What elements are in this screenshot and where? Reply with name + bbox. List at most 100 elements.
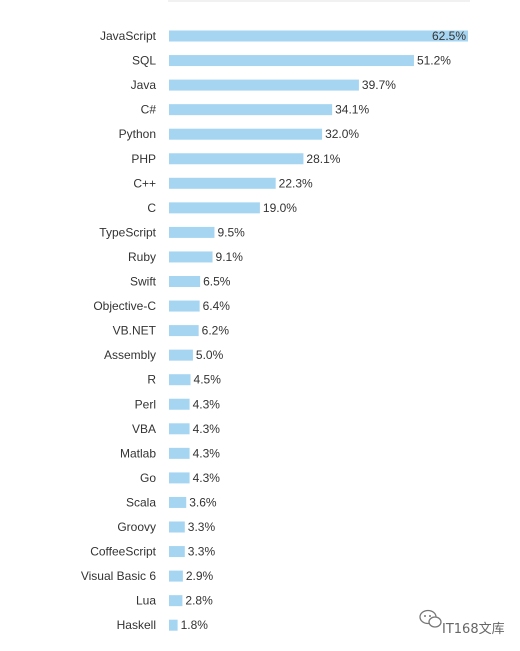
bar xyxy=(169,30,468,42)
chart-marks: JavaScript 62.5% SQL 51.2% Java 39.7% C# 34.1% P… xyxy=(81,29,468,632)
data-label: 6.2% xyxy=(202,324,230,338)
bar xyxy=(169,374,191,386)
bar xyxy=(169,472,190,484)
bar-row: Ruby 9.1% xyxy=(128,250,243,264)
bar xyxy=(169,153,304,165)
bar-row: Lua 2.8% xyxy=(136,594,213,608)
bar-row: C# 34.1% xyxy=(141,103,370,117)
bar-row: R 4.5% xyxy=(147,373,221,387)
bar-row: C 19.0% xyxy=(147,201,297,215)
data-label: 39.7% xyxy=(362,78,396,92)
data-label: 3.6% xyxy=(189,495,217,509)
category-label: C# xyxy=(141,103,157,117)
data-label: 4.3% xyxy=(193,471,221,485)
bar-row: C++ 22.3% xyxy=(133,176,313,190)
bar xyxy=(169,202,260,214)
category-label: Lua xyxy=(136,594,156,608)
category-label: Swift xyxy=(130,275,157,289)
category-label: Scala xyxy=(126,495,156,509)
bar xyxy=(169,55,414,67)
watermark: IT168文库 xyxy=(419,609,505,637)
data-label: 32.0% xyxy=(325,127,359,141)
data-label: 4.3% xyxy=(193,397,221,411)
bar-row: Objective-C 6.4% xyxy=(93,299,230,313)
bar-row: CoffeeScript 3.3% xyxy=(90,545,215,559)
bar-row: Visual Basic 6 2.9% xyxy=(81,569,214,583)
data-label: 22.3% xyxy=(279,176,313,190)
bar xyxy=(169,349,193,361)
bar xyxy=(169,546,185,558)
bar xyxy=(169,398,190,410)
bar xyxy=(169,104,333,116)
category-label: SQL xyxy=(132,54,156,68)
bar xyxy=(169,423,190,435)
category-label: VB.NET xyxy=(113,324,157,338)
bar xyxy=(169,300,200,312)
data-label: 28.1% xyxy=(306,152,340,166)
bar xyxy=(169,496,187,508)
category-label: PHP xyxy=(131,152,156,166)
data-label: 1.8% xyxy=(181,618,209,632)
bar-row: Groovy 3.3% xyxy=(117,520,215,534)
bar-row: Assembly 5.0% xyxy=(104,348,224,362)
bar xyxy=(169,226,215,238)
category-label: R xyxy=(147,373,156,387)
bar-row: VBA 4.3% xyxy=(132,422,220,436)
bar-row: Java 39.7% xyxy=(131,78,397,92)
category-label: Perl xyxy=(135,397,156,411)
data-label: 4.3% xyxy=(193,422,221,436)
wechat-bubble-icon xyxy=(419,609,442,628)
category-label: Java xyxy=(131,78,157,92)
category-label: CoffeeScript xyxy=(90,545,156,559)
bar-row: Python 32.0% xyxy=(119,127,360,141)
data-label: 51.2% xyxy=(417,54,451,68)
bar-row: Matlab 4.3% xyxy=(120,446,220,460)
bar-row: JavaScript 62.5% xyxy=(100,29,468,43)
data-label: 9.1% xyxy=(216,250,244,264)
bar xyxy=(169,251,213,263)
data-label: 34.1% xyxy=(335,103,369,117)
category-label: Matlab xyxy=(120,446,156,460)
bar-row: Swift 6.5% xyxy=(130,275,231,289)
category-label: VBA xyxy=(132,422,156,436)
bar-row: SQL 51.2% xyxy=(132,54,451,68)
data-label: 3.3% xyxy=(188,545,216,559)
bar xyxy=(169,276,201,287)
bar-row: Haskell 1.8% xyxy=(117,618,209,632)
data-label: 2.9% xyxy=(186,569,214,583)
category-label: C xyxy=(147,201,156,215)
watermark-text: IT168文库 xyxy=(442,621,505,637)
category-label: Ruby xyxy=(128,250,156,264)
bar-row: VB.NET 6.2% xyxy=(113,324,230,338)
data-label: 2.8% xyxy=(185,594,213,608)
category-label: Assembly xyxy=(104,348,156,362)
bar-row: Scala 3.6% xyxy=(126,495,217,509)
bar xyxy=(169,595,183,607)
bar xyxy=(169,619,178,631)
data-label: 4.3% xyxy=(193,446,221,460)
category-label: Go xyxy=(140,471,156,485)
bar xyxy=(169,447,190,459)
bar xyxy=(169,570,183,582)
data-label: 6.4% xyxy=(203,299,231,313)
bar xyxy=(169,325,199,337)
data-label: 19.0% xyxy=(263,201,297,215)
bar xyxy=(169,128,323,140)
category-label: Groovy xyxy=(117,520,156,534)
data-label: 5.0% xyxy=(196,348,224,362)
data-label: 6.5% xyxy=(203,275,231,289)
bar-row: PHP 28.1% xyxy=(131,152,340,166)
data-label: 3.3% xyxy=(188,520,216,534)
bar-row: Go 4.3% xyxy=(140,471,220,485)
bar xyxy=(169,79,359,91)
category-label: C++ xyxy=(133,176,156,190)
data-label: 4.5% xyxy=(194,373,222,387)
data-label: 9.5% xyxy=(217,225,245,239)
category-label: Objective-C xyxy=(93,299,156,313)
data-label: 62.5% xyxy=(432,29,466,43)
category-label: Visual Basic 6 xyxy=(81,569,156,583)
category-label: JavaScript xyxy=(100,29,157,43)
bar-row: Perl 4.3% xyxy=(135,397,221,411)
category-label: TypeScript xyxy=(99,225,156,239)
